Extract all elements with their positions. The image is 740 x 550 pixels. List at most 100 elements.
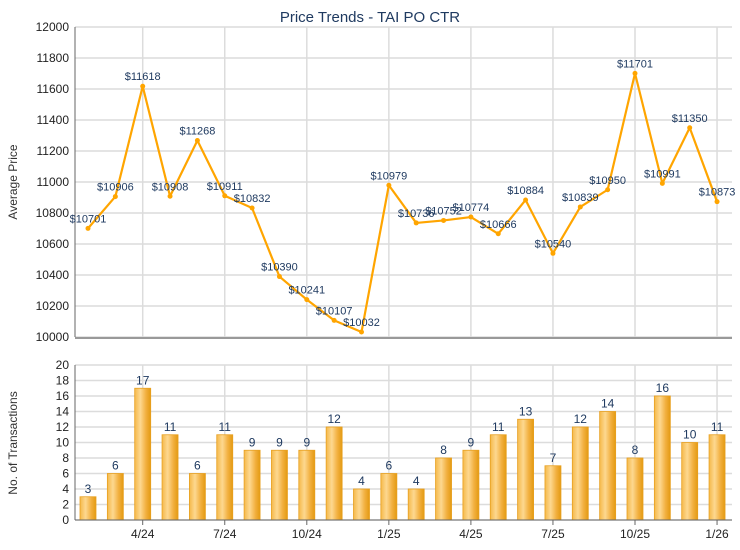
transaction-bar: [353, 488, 370, 521]
bar-y-tick-label: 4: [62, 482, 69, 496]
price-data-label: $10390: [261, 262, 298, 274]
price-y-tick-label: 10000: [36, 330, 70, 344]
bar-data-label: 12: [327, 412, 341, 426]
bar-data-label: 3: [85, 482, 92, 496]
price-data-label: $10908: [152, 181, 189, 193]
price-point: [659, 180, 665, 186]
price-point: [495, 231, 501, 237]
x-tick-label: 7/24: [213, 527, 237, 541]
transaction-bar: [571, 426, 589, 521]
price-data-label: $10832: [234, 193, 271, 205]
transactions-y-axis-label: No. of Transactions: [6, 391, 20, 494]
price-data-label: $10884: [507, 185, 544, 197]
price-data-label: $11268: [179, 125, 215, 137]
price-y-tick-label: 11600: [37, 82, 70, 96]
price-point: [249, 205, 255, 211]
transaction-bar: [216, 434, 234, 521]
bar-data-label: 10: [683, 428, 697, 442]
price-point: [167, 193, 173, 199]
price-point: [550, 250, 556, 256]
price-data-label: $10950: [589, 175, 626, 187]
x-tick-label: 10/24: [292, 527, 322, 541]
price-data-label: $10991: [644, 168, 681, 180]
price-data-label: $10540: [535, 238, 572, 250]
chart-title: Price Trends - TAI PO CTR: [280, 9, 460, 26]
transaction-bar: [188, 473, 206, 521]
bar-data-label: 6: [194, 459, 201, 473]
price-point: [386, 182, 392, 188]
transaction-bar: [626, 457, 644, 521]
price-y-tick-label: 11000: [37, 175, 70, 189]
price-data-label: $10736: [398, 208, 435, 220]
bar-data-label: 4: [358, 474, 365, 488]
bar-data-label: 6: [386, 459, 393, 473]
bar-y-tick-label: 2: [62, 498, 69, 512]
bar-y-tick-label: 14: [56, 405, 70, 419]
price-point: [331, 317, 337, 323]
bar-data-label: 16: [656, 381, 670, 395]
price-data-label: $10911: [207, 181, 243, 193]
bar-data-label: 11: [492, 420, 505, 434]
price-data-label: $10701: [70, 213, 107, 225]
bar-data-label: 13: [519, 404, 533, 418]
bar-data-label: 11: [219, 420, 232, 434]
price-data-label: $11350: [672, 113, 708, 125]
price-point: [413, 220, 419, 226]
price-point: [85, 225, 91, 231]
price-point: [468, 214, 474, 220]
x-tick-label: 1/25: [377, 527, 401, 541]
transaction-bar: [653, 395, 671, 521]
bar-y-tick-label: 16: [56, 389, 70, 403]
transaction-bar: [681, 442, 699, 521]
price-data-label: $10979: [370, 170, 407, 182]
transaction-bar: [106, 473, 124, 521]
price-point: [112, 194, 118, 200]
bar-y-tick-label: 18: [56, 374, 70, 388]
price-point: [222, 193, 228, 199]
bar-data-label: 9: [303, 435, 310, 449]
price-data-label: $10666: [480, 219, 517, 231]
price-data-label: $11701: [617, 58, 653, 70]
price-y-tick-label: 12000: [36, 20, 70, 34]
bar-y-tick-label: 8: [62, 451, 69, 465]
x-tick-label: 4/25: [459, 527, 483, 541]
price-data-label: $10032: [343, 317, 380, 329]
price-point: [605, 187, 611, 193]
bar-y-tick-label: 20: [56, 358, 70, 372]
price-y-tick-label: 11800: [37, 51, 70, 65]
transaction-bar: [407, 488, 425, 521]
transaction-bar: [79, 496, 97, 521]
x-tick-label: 1/26: [705, 527, 729, 541]
price-data-label: $10906: [97, 182, 134, 194]
price-y-tick-label: 11400: [37, 113, 70, 127]
transaction-bar: [380, 473, 398, 521]
price-line: [87, 72, 719, 334]
price-data-label: $11618: [125, 71, 161, 83]
transaction-bar: [489, 434, 507, 521]
x-tick-label: 10/25: [620, 527, 650, 541]
price-y-axis-label: Average Price: [6, 144, 20, 219]
bar-data-label: 11: [164, 420, 177, 434]
price-y-tick-label: 10400: [36, 268, 70, 282]
transaction-bar: [134, 387, 152, 521]
price-point: [194, 137, 200, 143]
bar-data-label: 6: [112, 459, 119, 473]
bar-data-label: 9: [249, 435, 256, 449]
price-y-tick-label: 10600: [36, 237, 70, 251]
price-y-tick-label: 10800: [36, 206, 70, 220]
price-point: [577, 204, 583, 210]
price-point: [687, 125, 693, 131]
transaction-bar: [325, 426, 343, 521]
transaction-bar: [298, 449, 316, 521]
price-data-label: $10107: [316, 305, 353, 317]
bar-data-label: 12: [574, 412, 588, 426]
transaction-bar: [161, 434, 179, 521]
price-point: [276, 274, 282, 280]
bar-data-label: 14: [601, 397, 615, 411]
price-data-label: $10241: [288, 285, 325, 297]
transaction-bar: [599, 411, 617, 521]
bar-data-label: 8: [440, 443, 447, 457]
x-tick-label: 7/25: [541, 527, 565, 541]
price-data-label: $10873: [699, 187, 736, 199]
